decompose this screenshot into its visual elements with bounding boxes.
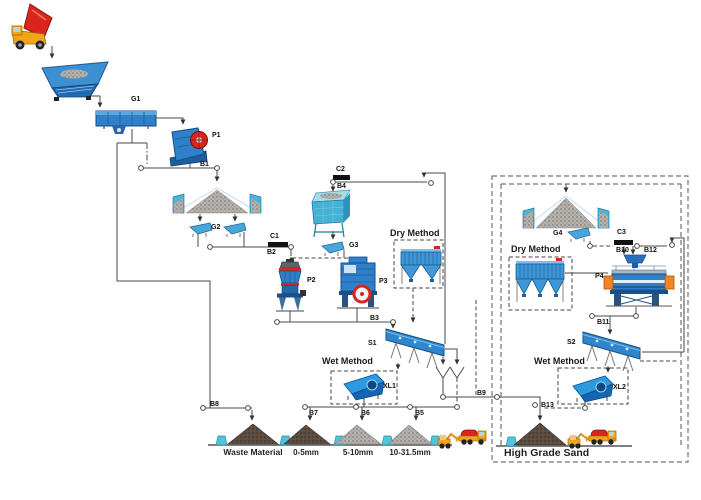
label-b1: B1 — [200, 161, 209, 168]
dry-method-right-box — [508, 256, 573, 311]
label-s2: S2 — [567, 339, 576, 346]
vsi-crusher-p4-icon — [603, 254, 675, 307]
jaw-crusher-p1-icon — [169, 127, 208, 167]
ground-lines — [208, 444, 632, 447]
label-c3: C3 — [617, 229, 626, 236]
label-wet-method-left: Wet Method — [322, 356, 373, 366]
dust-collector-right-icon — [515, 258, 565, 302]
label-b11: B11 — [597, 319, 610, 326]
label-b10: B10 — [616, 247, 629, 254]
dry-method-left-box — [393, 239, 444, 289]
label-5-10mm: 5-10mm — [342, 448, 374, 457]
pile-5-10mm-icon — [334, 424, 382, 445]
label-g2: G2 — [211, 224, 221, 231]
conveyor-c3-icon — [614, 240, 633, 245]
label-b4: B4 — [337, 183, 346, 190]
label-b9: B9 — [477, 390, 486, 397]
label-dry-method-right: Dry Method — [511, 244, 561, 254]
screen-s1-icon — [385, 328, 445, 369]
dump-truck-small-icon — [588, 429, 617, 445]
feeder-g2a-icon — [189, 222, 213, 237]
pile-10-31mm-icon — [387, 424, 433, 445]
label-p2: P2 — [307, 277, 316, 284]
pile-high-grade-icon — [513, 422, 567, 446]
dump-truck-icon — [11, 3, 53, 50]
wet-method-right-box — [557, 367, 629, 405]
dust-collector-left-icon — [400, 246, 442, 284]
pile-0-5mm-icon — [283, 424, 331, 445]
sand-washer-xl2-icon — [572, 375, 614, 403]
label-b2: B2 — [267, 249, 276, 256]
conveyor-bar-icons — [268, 175, 633, 247]
label-b5: B5 — [415, 410, 424, 417]
stockpile-left-icon — [172, 187, 262, 214]
label-c2: C2 — [336, 166, 345, 173]
transfer-point-icons — [138, 165, 675, 411]
label-xl1: XL1 — [383, 383, 396, 390]
label-g4: G4 — [553, 230, 563, 237]
feeder-g3-icon — [321, 241, 345, 256]
label-b8: B8 — [210, 401, 219, 408]
label-p4: P4 — [595, 273, 604, 280]
label-10-31mm: 10-31.5mm — [389, 448, 431, 457]
wheel-loader-icon — [437, 432, 461, 449]
flow-lines-solid — [49, 46, 685, 421]
label-b12: B12 — [644, 247, 657, 254]
stockpile-right-icon — [522, 195, 610, 229]
label-wet-method-right: Wet Method — [534, 356, 585, 366]
screen-s2-icon — [582, 331, 641, 372]
label-waste-material: Waste Material — [223, 447, 283, 457]
label-p1: P1 — [212, 132, 221, 139]
label-s1: S1 — [368, 340, 377, 347]
cone-marker-icon — [505, 436, 518, 447]
flow-lines-dashed — [292, 245, 679, 409]
dump-truck-small-icon — [458, 429, 487, 445]
cone-crusher-p3-icon — [337, 256, 379, 309]
label-g1: G1 — [131, 96, 141, 103]
high-grade-section-box — [491, 175, 689, 463]
vibrating-feeder-g1-icon — [95, 110, 157, 134]
label-b7: B7 — [309, 410, 318, 417]
cone-crusher-p2-icon — [276, 259, 306, 312]
label-0-5mm: 0-5mm — [293, 448, 319, 457]
product-piles — [227, 422, 567, 446]
hopper-feeder-icon — [41, 61, 109, 101]
feeder-g2b-icon — [223, 222, 247, 237]
label-p3: P3 — [379, 278, 388, 285]
label-xl2: XL2 — [613, 384, 626, 391]
label-c1: C1 — [270, 233, 279, 240]
label-b13: B13 — [541, 402, 554, 409]
conveyor-c1-icon — [268, 242, 288, 247]
label-b6: B6 — [361, 410, 370, 417]
pile-waste-icon — [227, 423, 279, 445]
sand-washer-xl1-icon — [343, 373, 385, 401]
feeder-g4-icon — [567, 227, 591, 242]
label-g3: G3 — [349, 242, 359, 249]
label-dry-method-left: Dry Method — [390, 228, 440, 238]
conveyor-c2-icon — [333, 175, 350, 180]
label-b3: B3 — [370, 315, 379, 322]
surge-bin-icon — [311, 189, 351, 238]
cone-marker-icon — [215, 435, 228, 446]
label-high-grade-sand: High Grade Sand — [504, 447, 590, 459]
